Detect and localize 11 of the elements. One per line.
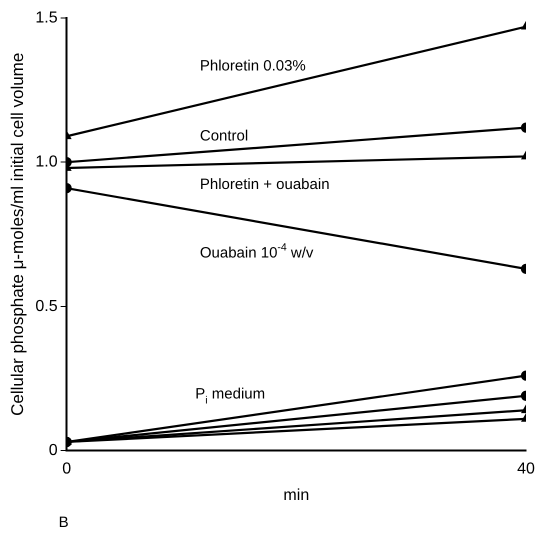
x-axis-title: min	[283, 486, 310, 504]
series-label: Control	[200, 127, 248, 144]
y-axis-title: Cellular phosphate μ-moles/ml initial cell volume	[8, 52, 27, 416]
y-tick-label: 1.0	[35, 154, 58, 171]
y-tick-label: 1.5	[35, 9, 58, 26]
series-label: Phloretin + ouabain	[200, 176, 330, 193]
series-label: Phloretin 0.03%	[200, 58, 306, 75]
y-tick-label: 0.5	[35, 298, 58, 315]
y-tick-label: 0	[48, 442, 58, 460]
text: B	[58, 514, 69, 532]
x-tick-label: 40	[517, 460, 535, 478]
